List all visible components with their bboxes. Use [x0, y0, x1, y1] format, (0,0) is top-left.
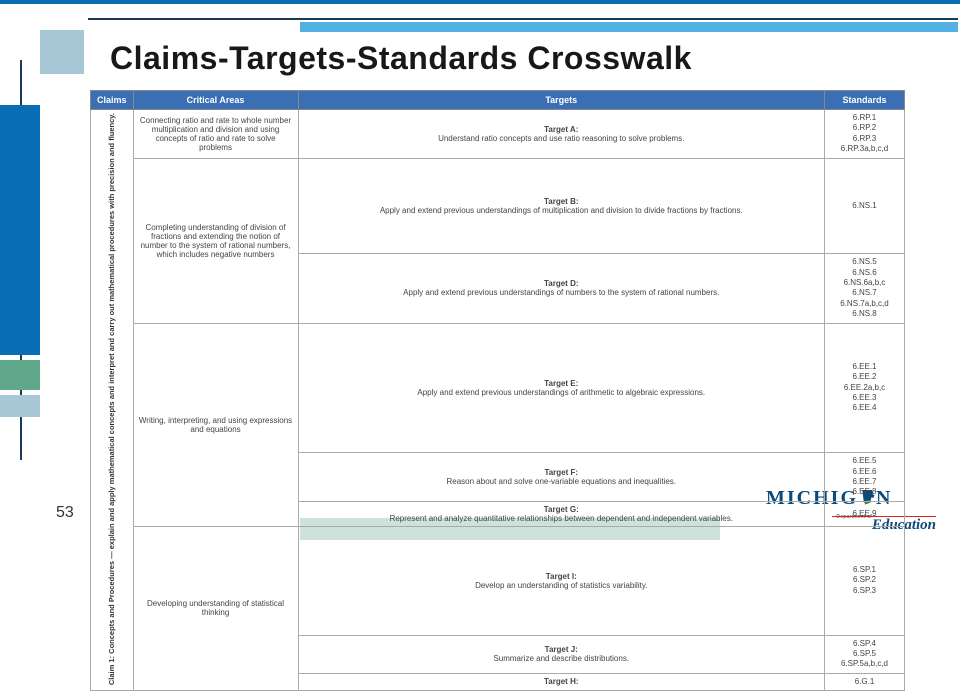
table-row: Writing, interpreting, and using express… — [91, 323, 905, 453]
target-cell: Target A:Understand ratio concepts and u… — [298, 110, 824, 159]
target-label: Target I: — [304, 572, 819, 581]
target-text: Represent and analyze quantitative relat… — [390, 514, 733, 523]
target-text: Apply and extend previous understandings… — [403, 288, 719, 297]
target-cell: Target F:Reason about and solve one-vari… — [298, 453, 824, 502]
standards-cell: 6.G.1 — [825, 673, 905, 690]
table-row: Completing understanding of division of … — [91, 158, 905, 254]
col-critical: Critical Areas — [133, 91, 298, 110]
standards-cell: 6.NS.56.NS.66.NS.6a,b,c6.NS.76.NS.7a,b,c… — [825, 254, 905, 323]
target-cell: Target I:Develop an understanding of sta… — [298, 526, 824, 635]
target-label: Target J: — [304, 645, 819, 654]
standards-cell: 6.EE.16.EE.26.EE.2a,b,c6.EE.36.EE.4 — [825, 323, 905, 453]
target-text: Apply and extend previous understandings… — [380, 206, 743, 215]
target-text: Understand ratio concepts and use ratio … — [438, 134, 684, 143]
page-title: Claims-Targets-Standards Crosswalk — [110, 40, 692, 77]
claim-cell: Claim 1: Concepts and Procedures — expla… — [91, 110, 134, 691]
col-claims: Claims — [91, 91, 134, 110]
crosswalk-table-container: Claims Critical Areas Targets Standards … — [90, 90, 905, 490]
target-text: Develop an understanding of statistics v… — [475, 581, 647, 590]
deco-leftbar-green — [0, 360, 40, 390]
target-label: Target H: — [304, 677, 819, 686]
target-label: Target D: — [304, 279, 819, 288]
target-cell: Target H: — [298, 673, 824, 690]
target-text: Reason about and solve one-variable equa… — [447, 477, 677, 486]
standards-cell: 6.NS.1 — [825, 158, 905, 254]
target-cell: Target J:Summarize and describe distribu… — [298, 635, 824, 673]
critical-area-cell: Completing understanding of division of … — [133, 158, 298, 323]
deco-hline — [88, 18, 958, 20]
standards-cell: 6.EE.56.EE.66.EE.76.EE.8 — [825, 453, 905, 502]
col-targets: Targets — [298, 91, 824, 110]
critical-area-cell: Developing understanding of statistical … — [133, 526, 298, 690]
standards-cell: 6.RP.16.RP.26.RP.36.RP.3a,b,c,d — [825, 110, 905, 159]
critical-area-cell: Connecting ratio and rate to whole numbe… — [133, 110, 298, 159]
target-label: Target B: — [304, 197, 819, 206]
target-label: Target F: — [304, 468, 819, 477]
standards-cell: 6.EE.9 — [825, 501, 905, 526]
target-cell: Target G:Represent and analyze quantitat… — [298, 501, 824, 526]
target-text: Summarize and describe distributions. — [493, 654, 629, 663]
table-row: Claim 1: Concepts and Procedures — expla… — [91, 110, 905, 159]
target-label: Target A: — [304, 125, 819, 134]
target-cell: Target D:Apply and extend previous under… — [298, 254, 824, 323]
target-text: Apply and extend previous understandings… — [417, 388, 705, 397]
crosswalk-table: Claims Critical Areas Targets Standards … — [90, 90, 905, 691]
col-standards: Standards — [825, 91, 905, 110]
table-header-row: Claims Critical Areas Targets Standards — [91, 91, 905, 110]
page-number: 53 — [56, 504, 74, 522]
deco-leftbar-pale — [0, 395, 40, 417]
target-label: Target G: — [304, 505, 819, 514]
deco-top-strip — [0, 0, 960, 4]
claim-vertical-text: Claim 1: Concepts and Procedures — expla… — [107, 113, 116, 685]
table-body: Claim 1: Concepts and Procedures — expla… — [91, 110, 905, 691]
target-cell: Target B:Apply and extend previous under… — [298, 158, 824, 254]
target-cell: Target E:Apply and extend previous under… — [298, 323, 824, 453]
standards-cell: 6.SP.16.SP.26.SP.3 — [825, 526, 905, 635]
target-label: Target E: — [304, 379, 819, 388]
table-row: Developing understanding of statistical … — [91, 526, 905, 635]
deco-square — [40, 30, 84, 74]
standards-cell: 6.SP.46.SP.56.SP.5a,b,c,d — [825, 635, 905, 673]
deco-leftbar-blue — [0, 105, 40, 355]
critical-area-cell: Writing, interpreting, and using express… — [133, 323, 298, 526]
deco-hline-2 — [300, 22, 958, 32]
